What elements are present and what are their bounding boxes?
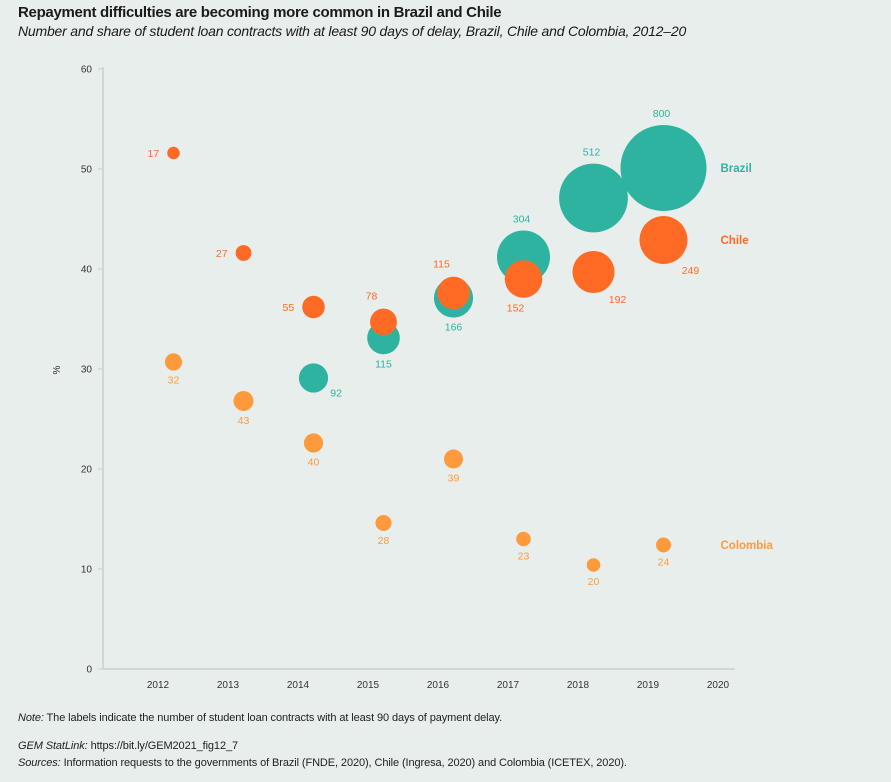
y-tick-label: 60: [81, 65, 93, 76]
x-tick-label: 2013: [217, 680, 240, 691]
chile-bubble-2019: [639, 216, 688, 264]
sources-label: Sources:: [18, 757, 61, 769]
chile-series-label: Chile: [721, 235, 749, 247]
statlink-label: GEM StatLink:: [18, 740, 88, 752]
chile-count-label-2016: 115: [433, 259, 450, 271]
chile-count-label-2013: 27: [216, 248, 228, 260]
brazil-count-label-2017: 304: [513, 213, 531, 225]
statlink: GEM StatLink: https://bit.ly/GEM2021_fig…: [18, 740, 238, 752]
chile-count-label-2012: 17: [148, 148, 160, 160]
brazil-series-label: Brazil: [721, 163, 752, 175]
colombia-count-label-2012: 32: [168, 375, 180, 387]
colombia-count-label-2017: 23: [518, 550, 530, 562]
chile-count-label-2014: 55: [283, 302, 295, 314]
bubbles: [164, 125, 707, 572]
chile-bubble-2013: [235, 245, 252, 261]
brazil-count-label-2018: 512: [583, 147, 601, 159]
colombia-bubble-2015: [375, 514, 392, 532]
colombia-bubble-2013: [233, 391, 254, 411]
y-tick-label: 20: [81, 465, 93, 476]
colombia-series-label: Colombia: [721, 540, 774, 552]
statlink-url[interactable]: https://bit.ly/GEM2021_fig12_7: [87, 740, 239, 752]
colombia-count-label-2019: 24: [658, 556, 670, 568]
colombia-bubble-2016: [444, 449, 463, 469]
y-axis-label: %: [52, 365, 63, 374]
x-tick-label: 2019: [637, 680, 660, 691]
colombia-count-label-2014: 40: [308, 457, 320, 469]
x-tick-label: 2014: [287, 680, 310, 691]
chart-subtitle: Number and share of student loan contrac…: [18, 23, 687, 39]
chile-bubble-2012: [167, 146, 180, 160]
sources-text: Information requests to the governments …: [60, 757, 627, 769]
chile-count-label-2015: 78: [366, 291, 378, 303]
x-tick-label: 2017: [497, 680, 520, 691]
brazil-bubble-2019: [620, 125, 707, 211]
brazil-count-label-2014: 92: [330, 388, 342, 400]
colombia-count-label-2013: 43: [238, 415, 250, 427]
chile-bubble-2015: [370, 308, 397, 336]
x-tick-label: 2015: [357, 680, 380, 691]
y-tick-label: 0: [86, 665, 92, 676]
note-label: Note:: [18, 712, 44, 724]
brazil-count-label-2019: 800: [653, 108, 671, 120]
sources: Sources: Information requests to the gov…: [18, 757, 627, 769]
chile-count-label-2018: 192: [609, 294, 627, 306]
y-tick-label: 30: [81, 365, 93, 376]
note: Note: The labels indicate the number of …: [18, 712, 502, 724]
colombia-count-label-2015: 28: [378, 535, 390, 547]
colombia-count-label-2016: 39: [448, 472, 460, 484]
brazil-count-label-2015: 115: [375, 358, 392, 370]
brazil-bubble-2018: [559, 163, 628, 233]
chart-title: Repayment difficulties are becoming more…: [18, 4, 502, 21]
colombia-bubble-2012: [164, 353, 183, 371]
colombia-bubble-2017: [516, 531, 531, 547]
brazil-count-label-2016: 166: [445, 322, 463, 334]
chile-bubble-2017: [504, 260, 543, 298]
data-labels: 32 43 40 28 39 23 20 24 Colombia 92 115 166 304 512 80…: [148, 108, 774, 588]
colombia-count-label-2018: 20: [588, 576, 600, 588]
x-tick-label: 2020: [707, 680, 730, 691]
colombia-bubble-2018: [586, 558, 601, 572]
y-tick-label: 50: [81, 165, 93, 176]
chile-bubble-2018: [572, 250, 615, 294]
brazil-bubble-2014: [298, 363, 329, 393]
y-tick-label: 10: [81, 565, 93, 576]
chile-count-label-2019: 249: [682, 265, 700, 277]
y-tick-label: 40: [81, 265, 93, 276]
chile-count-label-2017: 152: [507, 303, 525, 315]
x-tick-label: 2018: [567, 680, 590, 691]
colombia-bubble-2019: [656, 537, 671, 553]
x-tick-label: 2012: [147, 680, 170, 691]
chile-bubble-2016: [437, 276, 470, 310]
chile-bubble-2014: [302, 295, 325, 319]
note-text: The labels indicate the number of studen…: [43, 712, 503, 724]
x-tick-label: 2016: [427, 680, 450, 691]
colombia-bubble-2014: [303, 433, 324, 453]
